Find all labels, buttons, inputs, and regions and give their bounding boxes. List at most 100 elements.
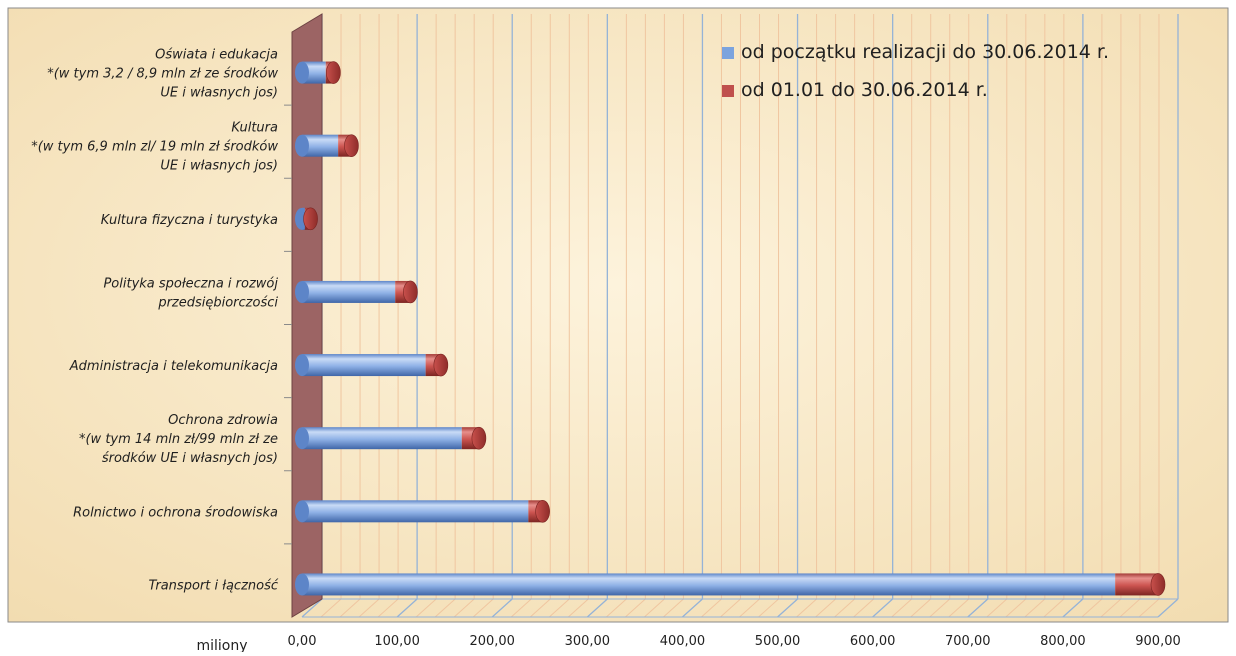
bar-segment-cumulative [302,427,462,450]
minor-floor-line [1119,598,1141,618]
minor-floor-line [720,598,741,618]
minor-floor-line [910,598,932,618]
minor-floor-line [453,598,475,618]
minor-floor-line [472,598,494,618]
category-label: Kultura fizyczna i turystyka [101,213,278,228]
category-label-line: Transport i łączność [148,578,278,593]
minor-floor-line [415,598,437,618]
category-label-line: przedsiębiorczości [157,295,278,310]
x-tick-label: 100,00 [374,634,420,649]
x-tick-label: 300,00 [565,634,611,649]
category-label: Administracja i telekomunikacja [69,359,278,374]
minor-floor-line [929,598,951,618]
minor-floor-line [891,598,913,618]
minor-floor-line [548,598,570,618]
major-floor-line [301,598,323,618]
category-label-line: Oświata i edukacja [155,48,278,63]
major-floor-line [872,598,894,618]
major-floor-line [777,598,798,618]
category-label: Ochrona zdrowia *(w tym 14 mln zł/99 mln … [79,413,278,466]
bar-cap-end [471,426,487,450]
minor-floor-line [529,598,551,618]
x-tick-label: 200,00 [469,634,515,649]
category-label-line: UE i własnych jos) [160,86,278,101]
minor-floor-line [948,598,970,618]
x-tick-label: 800,00 [1040,634,1086,649]
bar-cap-end [303,207,318,231]
minor-floor-line [434,598,456,618]
legend: od początku realizacji do 30.06.2014 r. o… [722,41,1109,101]
minor-floor-line [986,598,1008,618]
minor-floor-line [1138,598,1160,618]
minor-floor-line [606,598,627,618]
legend-swatch [722,85,734,97]
minor-floor-line [1081,598,1103,618]
bar-cap-start [295,573,309,596]
legend-swatch [722,47,734,59]
minor-floor-line [377,598,399,618]
major-floor-line [967,598,989,618]
major-floor-line [682,598,703,618]
minor-floor-line [853,598,874,618]
bar-segment-cumulative [302,354,426,377]
major-floor-line [586,598,608,618]
bar-cap-start [295,134,309,157]
category-label: Oświata i edukacja *(w tym 3,2 / 8,9 mln … [47,48,278,101]
bar-cap-end [433,353,449,377]
legend-label: od 01.01 do 30.06.2014 r. [741,79,988,101]
category-label-line: *(w tym 3,2 / 8,9 mln zł ze środków [47,67,278,82]
minor-floor-line [567,598,589,618]
minor-floor-line [834,598,855,618]
category-label-line: *(w tym 14 mln zł/99 mln zł ze [79,432,278,447]
major-floor-line [1062,598,1084,618]
x-tick-label: 500,00 [755,634,801,649]
bar-cap-start [295,354,309,377]
minor-floor-line [815,598,836,618]
category-label-line: *(w tym 6,9 mln zl/ 19 mln zł środków [31,140,278,155]
x-axis-label: miliony [196,638,247,652]
major-floor-line [1157,598,1179,618]
category-labels: Oświata i edukacja *(w tym 3,2 / 8,9 mln … [31,48,279,594]
category-label-line: środków UE i własnych jos) [102,451,278,466]
minor-floor-line [701,598,722,618]
x-tick-label: 600,00 [850,634,896,649]
minor-floor-line [1100,598,1122,618]
bar-cap-start [295,61,309,84]
category-label-line: Polityka społeczna i rozwój [103,276,278,291]
bar-segment-cumulative [302,280,396,303]
minor-floor-line [739,598,760,618]
major-floor-line [491,598,513,618]
x-tick-label: 0,00 [288,634,317,649]
minor-floor-line [625,598,646,618]
category-label-line: Kultura [231,121,278,136]
bar-cap-end [403,280,418,304]
x-tick-label: 700,00 [945,634,991,649]
bar-segment-period [1115,573,1158,596]
plot-background [7,7,1229,623]
bar-cap-end [344,134,359,157]
minor-floor-line [758,598,779,618]
category-label: Polityka społeczna i rozwój przedsiębiorc… [103,276,278,310]
bar-cap-start [295,427,309,450]
category-label-line: Rolnictwo i ochrona środowiska [73,505,278,520]
minor-floor-line [644,598,665,618]
minor-floor-line [1005,598,1027,618]
minor-floor-line [663,598,684,618]
category-label-line: Ochrona zdrowia [168,413,278,428]
bar-cap-start [295,500,309,523]
minor-floor-line [1043,598,1065,618]
category-label: Kultura *(w tym 6,9 mln zl/ 19 mln zł śro… [31,121,278,174]
x-tick-label: 400,00 [660,634,706,649]
bar-segment-cumulative [302,573,1116,596]
category-label: Transport i łączność [148,578,278,593]
bar-cap-end [326,61,341,84]
x-tick-labels: 0,00 100,00 200,00 300,00 400,00 500,00 600,00… [288,634,1181,649]
minor-floor-line [510,598,532,618]
bars [295,61,1166,596]
minor-floor-line [339,598,361,618]
category-label-line: Administracja i telekomunikacja [69,359,278,374]
x-tick-label: 900,00 [1135,634,1181,649]
bar-segment-cumulative [302,134,339,157]
